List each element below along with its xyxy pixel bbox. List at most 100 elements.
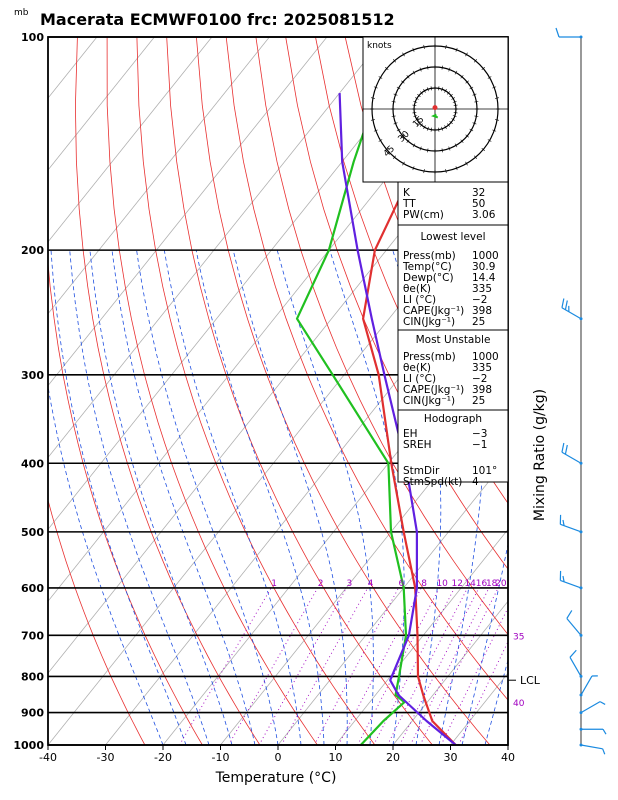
hodograph-tick xyxy=(445,169,447,174)
axis-ticks: -40 -30 -20 -10 0 10 20 30 40 100 200 300 400 500 600 7… xyxy=(13,31,524,764)
hodograph-tick xyxy=(465,80,469,84)
hodograph-tick xyxy=(412,104,417,106)
y-tick-label: 900 xyxy=(21,707,44,720)
hodograph-tick xyxy=(417,120,421,125)
mixing-ratio-axis-label: Mixing Ratio (g/kg) xyxy=(532,389,548,521)
hodograph-tick xyxy=(455,166,458,171)
hodograph-tick xyxy=(460,75,464,79)
hodograph-tick xyxy=(412,70,416,75)
hodograph-tick xyxy=(370,97,375,99)
x-tick-label: -10 xyxy=(212,751,230,764)
dry-adiabat xyxy=(48,498,146,745)
hodograph-tick xyxy=(492,86,497,89)
x-tick-label: 20 xyxy=(386,751,400,764)
y-tick-label: 500 xyxy=(21,526,44,539)
wind-barb xyxy=(579,675,598,697)
lowest-level-heading: Lowest level xyxy=(420,231,485,243)
mixing-ratio-line xyxy=(409,587,490,745)
hodograph-tick xyxy=(438,86,440,91)
moist-adiabat xyxy=(111,250,256,745)
x-tick-label: 0 xyxy=(275,751,282,764)
wind-barb xyxy=(569,649,583,678)
most-unstable-heading: Most Unstable xyxy=(416,334,491,346)
most-unstable-row-value: 335 xyxy=(472,362,492,374)
hodograph-tick xyxy=(472,122,477,125)
y-tick-label: 400 xyxy=(21,457,44,470)
mixing-ratio-label: 3 xyxy=(347,579,353,589)
hodograph-unit-label: knots xyxy=(367,41,392,51)
wind-barb xyxy=(579,743,606,755)
hodograph-tick xyxy=(495,119,500,121)
background-lines xyxy=(48,37,508,745)
hodograph-table-row-value: 4 xyxy=(472,476,479,488)
wind-barb xyxy=(561,298,583,321)
hodograph-tick xyxy=(417,93,421,98)
moist-adiabat xyxy=(50,250,187,745)
barb-flag xyxy=(564,300,568,310)
lowest-level-row-label: CAPE(Jkg⁻¹) xyxy=(403,305,464,317)
hodograph-tick xyxy=(373,129,378,132)
hodograph-tick xyxy=(448,146,451,151)
mixing-ratio-label: 16 xyxy=(476,579,488,589)
mixing-ratio-line xyxy=(313,587,399,745)
hodograph-tick xyxy=(393,122,398,125)
hodograph-tick xyxy=(430,86,432,91)
barb-base xyxy=(579,743,583,747)
hodograph-tick xyxy=(378,76,383,79)
isotherm xyxy=(48,37,213,243)
lowest-level-row-value: 1000 xyxy=(472,250,499,262)
x-tick-label: 40 xyxy=(501,751,515,764)
index-row-label: PW(cm) xyxy=(403,209,444,221)
barb-base xyxy=(579,35,583,39)
lowest-level-row-label: Dewp(°C) xyxy=(403,272,454,284)
hodograph-tick xyxy=(453,112,458,114)
barb-base xyxy=(579,674,583,678)
mixing-ratio-line xyxy=(338,587,422,745)
hodograph-tick xyxy=(423,169,425,174)
moist-adiabat xyxy=(276,249,374,745)
index-row-value: 32 xyxy=(472,187,485,199)
moist-adiabat xyxy=(69,250,210,745)
theta-label: 40 xyxy=(513,699,525,709)
mixing-ratio-label: 14 xyxy=(464,579,476,589)
mixing-ratio-label: 6 xyxy=(399,579,405,589)
most-unstable-box xyxy=(397,329,509,411)
hodograph-tick xyxy=(392,59,397,63)
barb-flag xyxy=(569,649,577,658)
barb-flag xyxy=(599,701,606,705)
dry-adiabat xyxy=(225,37,508,701)
hodograph-tick xyxy=(426,126,429,131)
wind-barb xyxy=(561,442,583,465)
hodograph-tick xyxy=(449,120,453,125)
lowest-level-row-value: 30.9 xyxy=(472,261,495,273)
barb-base xyxy=(579,461,583,465)
theta-label: 35 xyxy=(513,632,524,642)
x-tick-label: 30 xyxy=(444,751,458,764)
lowest-level-row-label: LI (°C) xyxy=(403,294,436,306)
barb-staff xyxy=(560,579,582,589)
parcel-profile xyxy=(338,93,457,745)
barb-staff xyxy=(560,523,582,533)
hodograph-tick xyxy=(413,115,418,118)
dry-adiabat xyxy=(136,37,376,745)
isotherm xyxy=(48,37,155,171)
lowest-level-row-value: 398 xyxy=(472,305,492,317)
barb-flag xyxy=(564,444,568,455)
index-table-box xyxy=(397,181,509,226)
hodograph-table-row-label: EH xyxy=(403,428,418,440)
hodograph-table-heading: Hodograph xyxy=(424,413,482,425)
index-row-value: 3.06 xyxy=(472,209,496,221)
dewpoint-profile xyxy=(295,37,408,745)
hodograph-tick xyxy=(465,52,468,57)
isotherm xyxy=(48,169,508,745)
mixing-ratio-label: 18 xyxy=(486,579,498,589)
hodograph-tick xyxy=(419,146,422,151)
storm-motion-marker xyxy=(432,105,438,111)
barb-base xyxy=(579,530,583,534)
hodograph-tick xyxy=(370,119,375,121)
hodograph-tick xyxy=(445,44,447,49)
wind-barb xyxy=(555,27,583,39)
mixing-ratio-line xyxy=(228,587,319,745)
hodograph-tick xyxy=(427,148,429,153)
hodograph-table-row-value: −3 xyxy=(472,428,487,440)
